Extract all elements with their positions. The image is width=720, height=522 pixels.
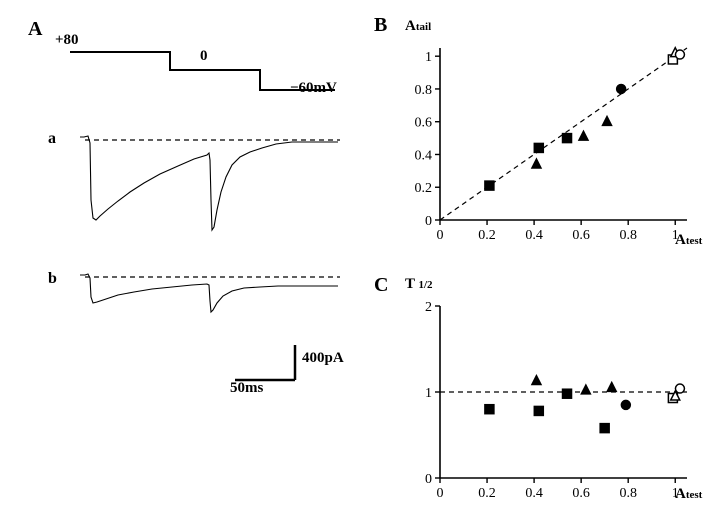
svg-text:0: 0: [425, 214, 432, 229]
svg-text:2: 2: [425, 300, 432, 315]
svg-text:0.8: 0.8: [619, 228, 637, 243]
svg-text:0: 0: [437, 228, 444, 243]
scale-x-label: 50ms: [230, 380, 263, 397]
svg-text:0: 0: [437, 486, 444, 501]
panel-c-plot: 00.20.40.60.81012: [405, 298, 705, 508]
svg-text:0.4: 0.4: [525, 486, 543, 501]
scale-y-label: 400pA: [302, 350, 344, 367]
svg-text:0.8: 0.8: [619, 486, 637, 501]
svg-text:0.4: 0.4: [525, 228, 543, 243]
panel-c-xlabel: Atest: [675, 486, 702, 503]
svg-text:1: 1: [425, 386, 432, 401]
svg-text:0.6: 0.6: [415, 116, 433, 131]
trace-b-label: b: [48, 270, 57, 288]
svg-text:0.6: 0.6: [572, 486, 590, 501]
panel-c-label: C: [374, 274, 388, 297]
trace-a: [60, 110, 360, 250]
svg-text:0.4: 0.4: [415, 148, 433, 163]
panel-c-title: T 1/2: [405, 276, 433, 293]
protocol-v1-label: +80: [55, 32, 79, 49]
panel-a-label: A: [28, 18, 42, 41]
svg-text:0.8: 0.8: [415, 83, 433, 98]
svg-text:0.2: 0.2: [415, 181, 433, 196]
svg-text:0.6: 0.6: [572, 228, 590, 243]
panel-b-label: B: [374, 14, 387, 37]
trace-a-label: a: [48, 130, 56, 148]
protocol-v3-label: −60mV: [290, 80, 337, 97]
protocol-v2-label: 0: [200, 48, 208, 65]
svg-text:1: 1: [425, 50, 432, 65]
svg-text:0.2: 0.2: [478, 486, 496, 501]
panel-b-xlabel: Atest: [675, 232, 702, 249]
panel-b-title: Atail: [405, 18, 431, 35]
svg-text:0: 0: [425, 472, 432, 487]
panel-b-plot: 00.20.40.60.8100.20.40.60.81: [405, 40, 705, 250]
svg-text:0.2: 0.2: [478, 228, 496, 243]
